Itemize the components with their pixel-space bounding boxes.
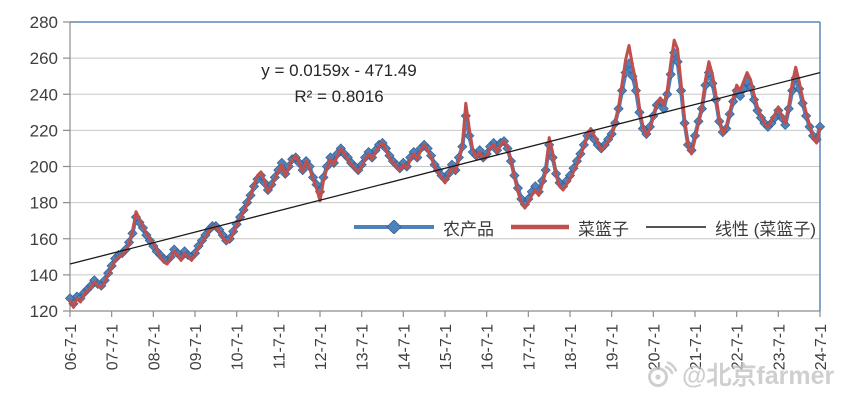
- legend-label-farm-produce: 农产品: [443, 219, 494, 239]
- y-axis-label-160: 160: [30, 230, 58, 249]
- x-axis-label-07-7-1: 07-7-1: [105, 324, 122, 370]
- y-axis-label-280: 280: [30, 13, 58, 32]
- x-axis-label-23-7-1: 23-7-1: [771, 324, 788, 370]
- legend-item-vegetable-basket: 菜篮子: [509, 215, 629, 240]
- x-axis-label-11-7-1: 11-7-1: [271, 324, 288, 369]
- series-vegetable-basket-line: [68, 38, 822, 309]
- x-axis-label-13-7-1: 13-7-1: [355, 324, 372, 370]
- legend-sample-linear-trend-icon: [645, 226, 706, 228]
- x-axis-label-10-7-1: 10-7-1: [230, 324, 247, 370]
- x-axis-label-18-7-1: 18-7-1: [563, 324, 580, 370]
- trendline-r-squared: R² = 0.8016: [294, 87, 384, 107]
- x-axis-label-21-7-1: 21-7-1: [688, 324, 705, 370]
- x-axis-label-20-7-1: 20-7-1: [646, 324, 663, 370]
- x-axis-label-15-7-1: 15-7-1: [438, 324, 455, 370]
- y-axis-label-120: 120: [30, 302, 58, 321]
- x-axis-label-12-7-1: 12-7-1: [313, 324, 330, 370]
- legend-item-linear-trend: 线性 (菜篮子): [644, 215, 816, 240]
- trendline-annotation: y = 0.0159x - 471.49 R² = 0.8016: [234, 58, 444, 111]
- x-axis-label-24-7-1: 24-7-1: [813, 324, 830, 370]
- legend-label-linear-trend: 线性 (菜篮子): [714, 219, 816, 239]
- y-axis-label-200: 200: [30, 158, 58, 177]
- trendline-equation: y = 0.0159x - 471.49: [261, 61, 417, 80]
- chart-legend: 农产品 菜篮子 线性 (菜篮子): [352, 213, 816, 241]
- legend-item-farm-produce: 农产品: [352, 215, 494, 240]
- x-axis-label-22-7-1: 22-7-1: [730, 324, 747, 370]
- legend-label-vegetable-basket: 菜篮子: [577, 219, 629, 239]
- x-axis-label-19-7-1: 19-7-1: [605, 324, 622, 370]
- series-farm-produce-markers: [64, 47, 826, 309]
- y-axis-label-240: 240: [30, 85, 58, 104]
- x-axis-label-06-7-1: 06-7-1: [63, 324, 80, 370]
- y-axis-label-260: 260: [30, 49, 58, 68]
- y-axis-label-180: 180: [30, 194, 58, 213]
- x-axis-label-16-7-1: 16-7-1: [480, 324, 497, 370]
- x-axis-label-17-7-1: 17-7-1: [521, 324, 538, 370]
- y-axis-label-140: 140: [30, 266, 58, 285]
- x-axis-label-14-7-1: 14-7-1: [396, 324, 413, 370]
- legend-sample-vegetable-basket-icon: [510, 224, 569, 230]
- x-axis-label-08-7-1: 08-7-1: [146, 324, 163, 370]
- series-linear-trendline: [69, 71, 821, 265]
- y-axis-label-220: 220: [30, 121, 58, 140]
- legend-sample-farm-produce-icon: [354, 220, 434, 234]
- x-axis-label-09-7-1: 09-7-1: [188, 324, 205, 370]
